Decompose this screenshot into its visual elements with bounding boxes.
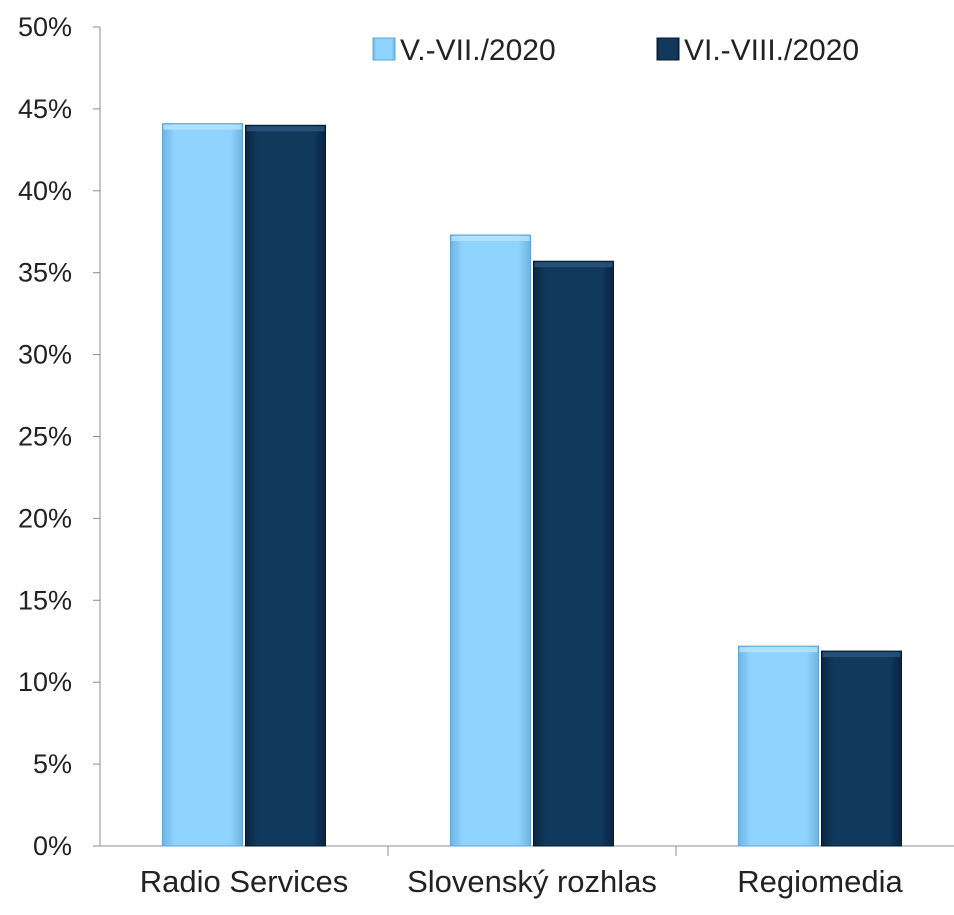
y-tick-label: 30% [18, 340, 72, 370]
legend-swatch [656, 37, 680, 61]
y-tick-label: 5% [33, 749, 72, 779]
axes [93, 26, 954, 856]
x-category-label: Radio Services [140, 864, 348, 899]
bar-bevel [534, 262, 613, 268]
y-tick-label: 35% [18, 258, 72, 288]
bar-series2 [821, 650, 902, 847]
x-category-label: Slovenský rozhlas [407, 864, 657, 899]
y-tick-label: 25% [18, 422, 72, 452]
bar-series1 [450, 234, 531, 847]
bar-bevel [451, 236, 530, 242]
bar-series2 [533, 260, 614, 847]
y-tick-label: 0% [33, 831, 72, 861]
bar-series1 [738, 645, 819, 847]
legend-swatch [372, 37, 396, 61]
bar-bevel [246, 126, 325, 132]
x-category-label: Regiomedia [737, 864, 903, 899]
y-tick-label: 10% [18, 667, 72, 697]
legend: V.-VII./2020 VI.-VIII./2020 [372, 34, 859, 67]
y-tick-label: 50% [18, 12, 72, 42]
legend-label: V.-VII./2020 [400, 34, 556, 67]
labels: 0% 5% 10% 15% 20% 25% 30% 35% 40% 45% 50% Radio Ser… [18, 12, 904, 899]
y-tick-label: 40% [18, 176, 72, 206]
bar-series2 [245, 124, 326, 847]
bar-bevel [822, 652, 901, 658]
bar-bevel [739, 647, 818, 653]
y-tick-label: 15% [18, 585, 72, 615]
legend-label: VI.-VIII./2020 [684, 34, 859, 67]
bars [162, 123, 902, 847]
y-tick-label: 20% [18, 503, 72, 533]
bar-series1 [162, 123, 243, 847]
bar-bevel [163, 124, 242, 130]
y-tick-label: 45% [18, 94, 72, 124]
